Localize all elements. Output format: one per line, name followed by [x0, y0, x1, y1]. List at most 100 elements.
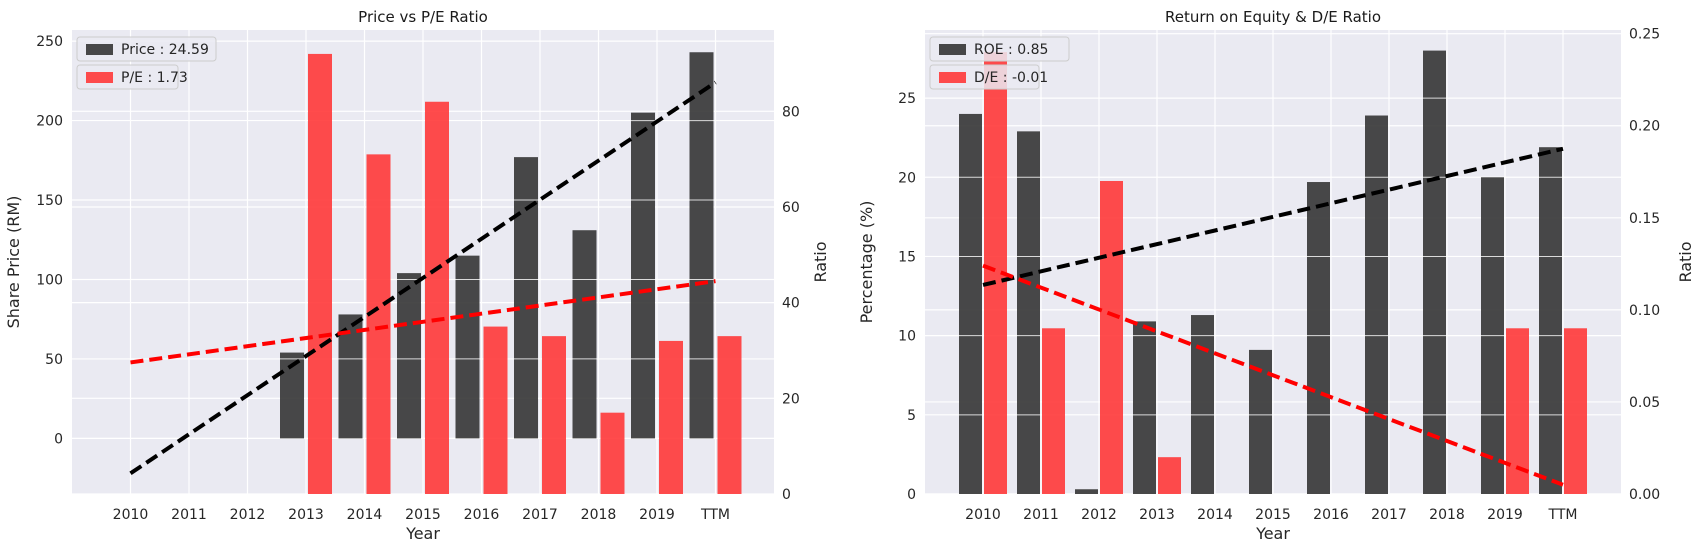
bar-roe [959, 113, 982, 495]
x-tick-label: TTM [1548, 507, 1578, 523]
bar-de [984, 52, 1007, 494]
x-tick-label: 2014 [347, 507, 383, 523]
bar-de [1100, 180, 1123, 494]
x-axis-label: Year [1255, 524, 1290, 543]
bar-price [338, 314, 363, 439]
chart-1: 2010 2011 2012 2013 2014 2015 2016 2017 2018 2019… [4, 8, 830, 543]
y-tick-label-right: 0.15 [1629, 211, 1660, 227]
y-tick-label-right: 0.05 [1629, 395, 1660, 411]
x-tick-label: 2017 [522, 507, 558, 523]
x-tick-label: 2017 [1371, 507, 1407, 523]
bar-roe [1017, 131, 1040, 494]
bar-pe [717, 336, 742, 494]
x-tick-label: 2010 [113, 507, 149, 523]
y-tick-label-right: 40 [782, 296, 800, 312]
bar-price [397, 273, 421, 439]
legend-label: D/E : -0.01 [974, 70, 1048, 86]
y-tick-label-right: 0 [782, 487, 791, 503]
bar-price [631, 112, 655, 439]
bar-roe [1075, 489, 1098, 494]
bar-roe [1423, 50, 1446, 494]
y-tick-label-right: 0.25 [1629, 27, 1660, 43]
x-tick-label: 2018 [1429, 507, 1465, 523]
y-tick-label-left: 150 [36, 193, 63, 209]
x-axis-label: Year [405, 524, 440, 543]
bar-roe [1133, 321, 1156, 494]
bar-price [689, 52, 714, 439]
legend-primary: Price : 24.59 [76, 36, 217, 62]
legend-label: ROE : 0.85 [974, 42, 1048, 58]
x-tick-label: 2014 [1197, 507, 1233, 523]
bar-roe [1539, 147, 1562, 494]
legend-label: Price : 24.59 [121, 42, 209, 58]
x-tick-label: 2015 [405, 507, 441, 523]
x-tick-label: 2011 [1023, 507, 1059, 523]
y-tick-label-right: 60 [782, 200, 800, 216]
y-axis-label-left: Percentage (%) [857, 201, 876, 324]
bar-price [514, 157, 538, 439]
y-tick-label-left: 5 [907, 408, 916, 424]
y-axis-label-right: Ratio [811, 241, 830, 282]
bar-de [1042, 328, 1065, 494]
trendline-left [129, 80, 717, 476]
legend-primary: ROE : 0.85 [929, 36, 1070, 62]
x-tick-label: 2012 [230, 507, 266, 523]
bar-pe [600, 412, 625, 494]
y-tick-label-right: 80 [782, 104, 800, 120]
bar-roe [1249, 349, 1272, 494]
y-tick-label-left: 100 [36, 272, 63, 288]
x-tick-label: 2016 [1313, 507, 1349, 523]
bar-de [1506, 328, 1529, 494]
chart-title: Return on Equity & D/E Ratio [1165, 8, 1381, 26]
y-tick-label-left: 15 [898, 249, 916, 265]
x-tick-label: 2019 [1487, 507, 1523, 523]
x-tick-label: 2010 [965, 507, 1001, 523]
y-tick-label-right: 0.20 [1629, 119, 1660, 135]
x-tick-label: 2013 [1139, 507, 1175, 523]
y-axis-label-right: Ratio [1676, 241, 1692, 282]
x-tick-label: TTM [700, 507, 730, 523]
y-tick-label-right: 0.10 [1629, 303, 1660, 319]
bar-de [1564, 328, 1587, 494]
x-tick-label: 2019 [639, 507, 675, 523]
y-tick-label-left: 0 [54, 431, 63, 447]
y-tick-label-left: 0 [907, 487, 916, 503]
chart-title: Price vs P/E Ratio [358, 8, 488, 26]
trendline-right [982, 263, 1564, 487]
bar-pe [308, 53, 332, 494]
bar-roe [1307, 182, 1330, 495]
bar-price [572, 230, 597, 439]
bar-pe [366, 154, 391, 494]
bar-pe [425, 101, 449, 495]
y-tick-label-left: 10 [898, 329, 916, 345]
y-tick-label-left: 200 [36, 114, 63, 130]
legend-label: P/E : 1.73 [121, 70, 188, 86]
y-tick-label-left: 20 [898, 170, 916, 186]
y-tick-label-right: 20 [782, 391, 800, 407]
bar-de [1158, 457, 1181, 494]
y-tick-label-left: 250 [36, 34, 63, 50]
y-axis-label-left: Share Price (RM) [4, 196, 23, 329]
legend-swatch [939, 72, 966, 83]
x-tick-label: 2011 [171, 507, 207, 523]
x-tick-label: 2012 [1081, 507, 1117, 523]
x-tick-label: 2018 [581, 507, 617, 523]
bar-roe [1365, 115, 1388, 495]
bar-pe [542, 336, 566, 494]
legend-secondary: D/E : -0.01 [929, 64, 1048, 90]
y-tick-label-left: 25 [898, 91, 916, 107]
chart-2: 2010 2011 2012 2013 2014 2015 2016 2017 2018 2019… [857, 8, 1692, 543]
bar-roe [1191, 315, 1214, 494]
x-tick-label: 2013 [288, 507, 324, 523]
legend-swatch [939, 44, 966, 55]
legend-secondary: P/E : 1.73 [76, 64, 188, 90]
legend-swatch [86, 72, 113, 83]
bar-pe [659, 340, 683, 494]
trendline-right [130, 279, 716, 365]
legend-swatch [86, 44, 113, 55]
x-tick-label: 2015 [1255, 507, 1291, 523]
x-tick-label: 2016 [464, 507, 500, 523]
bar-pe [483, 326, 508, 494]
y-tick-label-left: 50 [45, 352, 63, 368]
